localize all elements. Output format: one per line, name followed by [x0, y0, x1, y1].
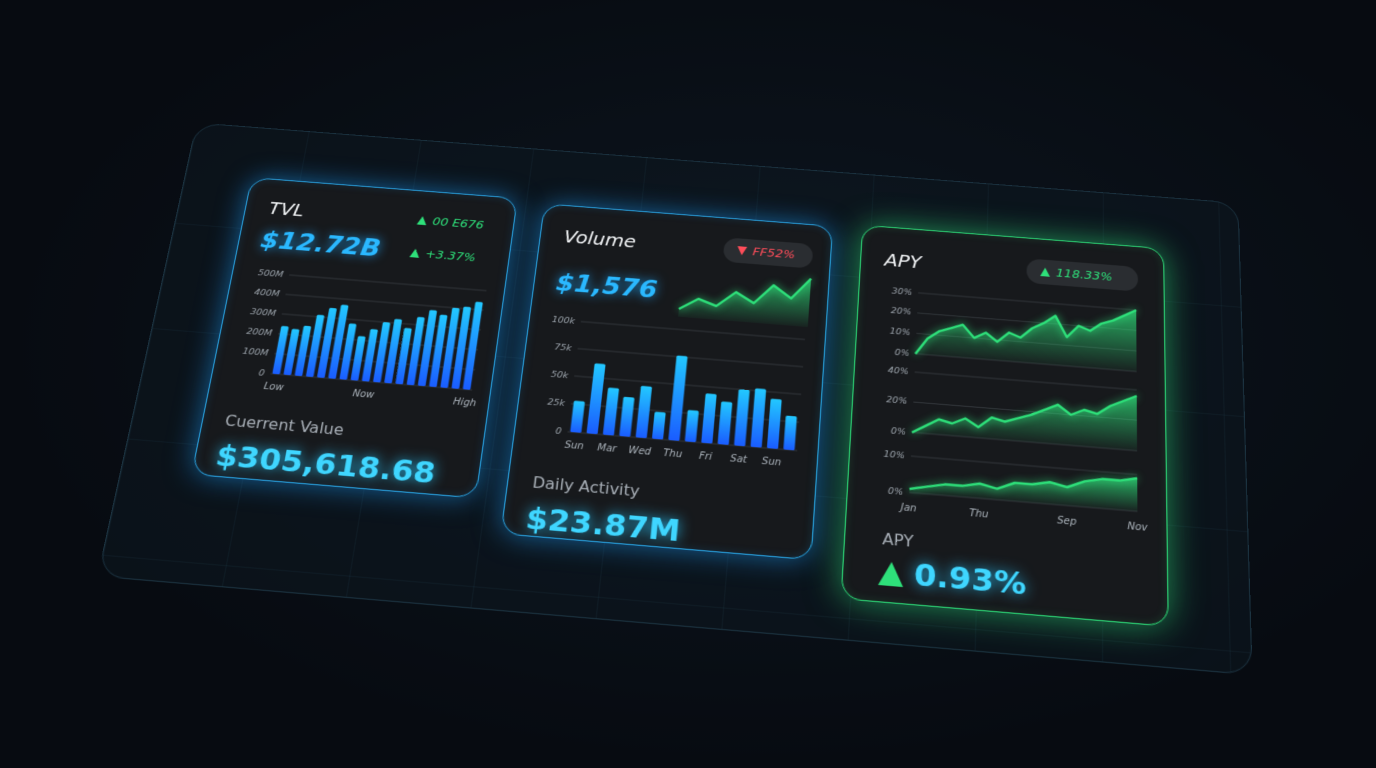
- bar: [734, 389, 750, 446]
- bar: [668, 355, 687, 440]
- x-tick-label: Thu: [969, 507, 989, 520]
- grid-line: [911, 456, 1137, 475]
- x-tick-label: Jan: [898, 502, 917, 515]
- x-tick-label: Nov: [1127, 520, 1148, 533]
- x-tick-label: Sat: [730, 453, 748, 465]
- card-content: VolumeFF52%$1,576025k50k75k100kSun Mar Wed…: [501, 204, 832, 559]
- screen: TVL 00 E676 $12.72B +3.37% 0 100M 200M 300M 400M…: [0, 0, 1376, 768]
- area-fill: [912, 378, 1137, 451]
- bar: [767, 399, 782, 449]
- y-tick-label: 20%: [890, 307, 911, 318]
- x-tick-label: Fri: [699, 450, 713, 462]
- grid-line: [581, 322, 805, 340]
- x-tick-label: Low: [263, 381, 285, 393]
- bar: [718, 401, 733, 445]
- y-tick-label: 0%: [890, 426, 906, 437]
- trend-arrow: [878, 561, 904, 587]
- grid-line: [289, 275, 486, 291]
- badge-text: +3.37%: [425, 247, 477, 264]
- x-tick-label: Wed: [628, 445, 653, 458]
- y-tick-label: 0: [258, 368, 266, 378]
- bar: [619, 397, 634, 437]
- y-tick-label: 100M: [242, 347, 270, 359]
- volume-card: Volume FF52% $1,576 0 25k 50k 75k 100k Sun Mar Wed…: [500, 203, 833, 560]
- x-tick-label: Now: [352, 388, 376, 401]
- headline-value: $12.72B: [258, 226, 382, 263]
- footer-label: APY: [882, 529, 915, 550]
- y-tick-label: 0%: [894, 348, 909, 359]
- y-tick-label: 50k: [550, 370, 569, 381]
- card-title: APY: [883, 250, 923, 273]
- y-tick-label: 25k: [547, 397, 567, 408]
- x-tick-label: Sep: [1057, 515, 1077, 528]
- x-tick-label: High: [452, 396, 476, 409]
- bar: [685, 410, 699, 442]
- grid-line: [285, 294, 483, 310]
- y-tick-label: 0: [555, 426, 563, 436]
- footer-label: Daily Activity: [532, 473, 641, 500]
- bar: [603, 388, 619, 436]
- y-tick-label: 0%: [888, 486, 904, 498]
- y-tick-label: 75k: [554, 342, 573, 353]
- y-tick-label: 20%: [886, 395, 908, 407]
- trend-arrow: [409, 248, 420, 257]
- card-content: TVL 00 E676 $12.72B +3.37% 0 100M 200M 300M 400M…: [192, 178, 517, 497]
- y-tick-label: 400M: [253, 288, 281, 299]
- trend-arrow: [417, 216, 428, 225]
- y-tick-label: 10%: [889, 327, 910, 338]
- dashboard: TVL 00 E676 $12.72B +3.37% 0 100M 200M 300M 400M…: [128, 141, 1218, 670]
- x-tick-label: Thu: [663, 447, 683, 460]
- bar: [586, 363, 605, 434]
- grid-line: [918, 293, 1136, 310]
- x-tick-label: Sun: [564, 439, 584, 452]
- badge-text: 00 E676: [432, 215, 485, 232]
- y-tick-label: 200M: [246, 327, 274, 339]
- x-tick-label: Mar: [597, 442, 618, 455]
- apy-card: APY 118.33% 0% 10% 20% 30% 0% 20% 40% 0% 10% Jan Thu…: [841, 225, 1169, 627]
- y-tick-label: 30%: [891, 287, 912, 298]
- y-tick-label: 40%: [887, 366, 908, 377]
- y-tick-label: 100k: [551, 315, 576, 326]
- footer-label: Cuerrent Value: [224, 411, 346, 439]
- grid-line: [578, 349, 803, 367]
- headline-value: $1,576: [554, 269, 658, 305]
- bar: [570, 401, 585, 433]
- grid-line: [915, 372, 1137, 390]
- bar: [750, 388, 766, 447]
- card-title: TVL: [267, 198, 306, 221]
- y-tick-label: 10%: [883, 449, 905, 461]
- bar: [636, 386, 652, 438]
- card-content: APY118.33%0%10%20%30%0%20%40%0%10%Jan Thu…: [842, 226, 1168, 626]
- footer-value: 0.93%: [913, 556, 1026, 602]
- bar: [701, 393, 717, 443]
- y-tick-label: 500M: [257, 268, 284, 279]
- bar: [652, 412, 666, 440]
- x-tick-label: Sun: [761, 456, 781, 469]
- card-title: Volume: [563, 226, 637, 252]
- y-tick-label: 300M: [249, 307, 277, 319]
